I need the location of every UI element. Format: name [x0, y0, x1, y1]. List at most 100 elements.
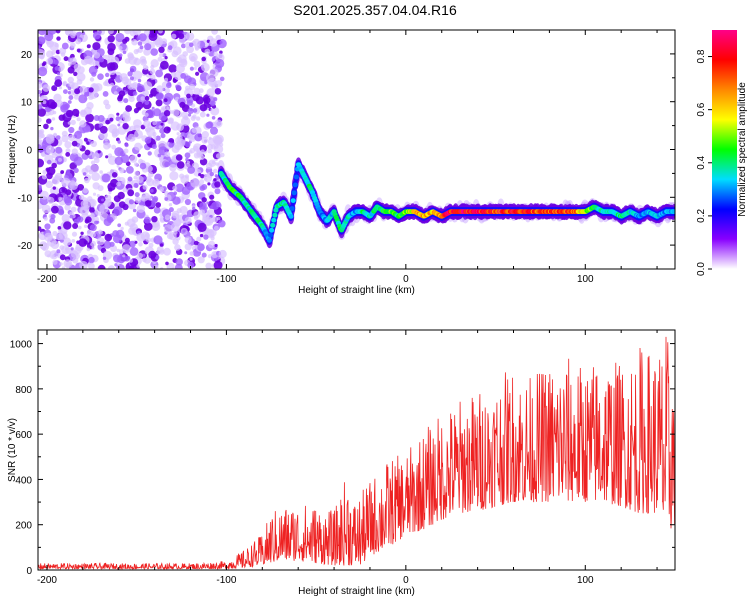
noise-speckle — [107, 153, 113, 158]
page-title: S201.2025.357.04.04.R16 — [293, 2, 457, 18]
noise-speckle — [159, 213, 163, 217]
noise-speckle — [124, 255, 130, 262]
ridge-core — [272, 212, 278, 218]
noise-speckle — [153, 206, 161, 214]
noise-speckle — [185, 32, 195, 41]
noise-speckle — [200, 149, 205, 154]
ridge-core — [291, 190, 297, 196]
noise-speckle — [125, 166, 134, 174]
noise-speckle — [114, 263, 118, 267]
noise-speckle — [129, 65, 137, 73]
noise-speckle — [61, 266, 66, 269]
noise-speckle — [138, 242, 143, 247]
noise-speckle — [63, 221, 72, 230]
noise-speckle — [203, 96, 211, 104]
noise-speckle — [40, 133, 45, 139]
noise-speckle — [199, 209, 205, 215]
ridge-core — [273, 207, 279, 213]
noise-speckle — [175, 63, 185, 73]
ridge-core — [293, 174, 299, 180]
noise-speckle — [129, 247, 139, 256]
noise-speckle — [164, 77, 169, 82]
noise-speckle — [211, 116, 216, 120]
noise-speckle — [205, 262, 212, 269]
noise-speckle — [83, 224, 88, 228]
noise-speckle — [145, 200, 152, 207]
noise-speckle — [206, 88, 215, 97]
noise-speckle — [199, 179, 205, 185]
noise-speckle — [164, 197, 169, 201]
noise-speckle — [109, 82, 115, 87]
noise-speckle — [212, 168, 218, 174]
noise-speckle — [61, 177, 71, 187]
noise-speckle — [196, 236, 202, 242]
noise-speckle — [124, 36, 130, 42]
noise-speckle — [54, 66, 60, 71]
noise-speckle — [177, 54, 187, 64]
noise-speckle — [184, 174, 190, 179]
noise-speckle — [192, 38, 201, 47]
noise-speckle — [166, 82, 172, 89]
noise-speckle — [55, 99, 63, 108]
noise-speckle — [184, 216, 192, 225]
y-tick-label: 200 — [15, 521, 32, 532]
noise-speckle — [173, 71, 183, 81]
noise-speckle — [84, 91, 89, 97]
noise-speckle — [153, 135, 157, 139]
noise-speckle — [175, 85, 182, 91]
noise-speckle — [46, 159, 52, 165]
noise-speckle — [142, 176, 147, 180]
noise-speckle — [201, 136, 209, 144]
noise-speckle — [216, 216, 221, 221]
noise-speckle — [133, 162, 139, 167]
noise-speckle — [151, 106, 155, 110]
noise-speckle — [163, 247, 172, 256]
noise-speckle — [62, 80, 68, 86]
noise-speckle — [111, 144, 117, 150]
y-axis-title: Frequency (Hz) — [7, 115, 18, 184]
noise-speckle — [105, 72, 110, 78]
ridge-core — [290, 198, 296, 204]
noise-speckle — [146, 178, 155, 187]
noise-speckle — [82, 172, 87, 176]
colorbar-tick-label: 0.6 — [696, 102, 707, 116]
noise-speckle — [208, 136, 212, 140]
noise-speckle — [42, 169, 47, 175]
noise-speckle — [211, 201, 220, 210]
noise-speckle — [61, 42, 69, 50]
noise-speckle — [152, 120, 157, 126]
noise-speckle — [50, 126, 54, 131]
noise-speckle — [128, 199, 135, 205]
noise-speckle — [70, 42, 76, 48]
noise-speckle — [188, 42, 194, 48]
noise-speckle — [38, 45, 41, 49]
ridge-core — [289, 206, 295, 211]
noise-speckle — [90, 164, 99, 173]
noise-speckle — [170, 71, 177, 78]
noise-speckle — [184, 251, 188, 255]
noise-speckle — [87, 196, 93, 202]
noise-speckle — [75, 38, 82, 45]
noise-speckle — [41, 174, 47, 180]
noise-speckle — [65, 189, 72, 196]
noise-speckle — [54, 79, 63, 87]
noise-speckle — [71, 148, 78, 155]
noise-speckle — [207, 148, 212, 154]
x-axis-title: Height of straight line (km) — [298, 285, 415, 296]
noise-speckle — [181, 197, 185, 201]
noise-speckle — [68, 95, 74, 100]
snr-plot-area — [38, 336, 675, 570]
noise-speckle — [79, 120, 87, 128]
noise-speckle — [151, 144, 157, 150]
noise-speckle — [159, 243, 164, 247]
noise-speckle — [146, 237, 152, 243]
noise-speckle — [124, 221, 129, 226]
noise-speckle — [91, 152, 100, 160]
noise-speckle — [104, 138, 108, 142]
x-tick-label: 100 — [577, 274, 594, 285]
noise-speckle — [119, 168, 125, 174]
noise-speckle — [203, 216, 214, 226]
noise-speckle — [204, 48, 211, 55]
noise-speckle — [118, 45, 123, 51]
noise-speckle — [174, 244, 181, 251]
